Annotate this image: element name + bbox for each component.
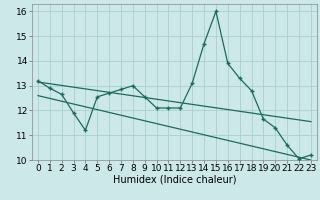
X-axis label: Humidex (Indice chaleur): Humidex (Indice chaleur) [113,175,236,185]
